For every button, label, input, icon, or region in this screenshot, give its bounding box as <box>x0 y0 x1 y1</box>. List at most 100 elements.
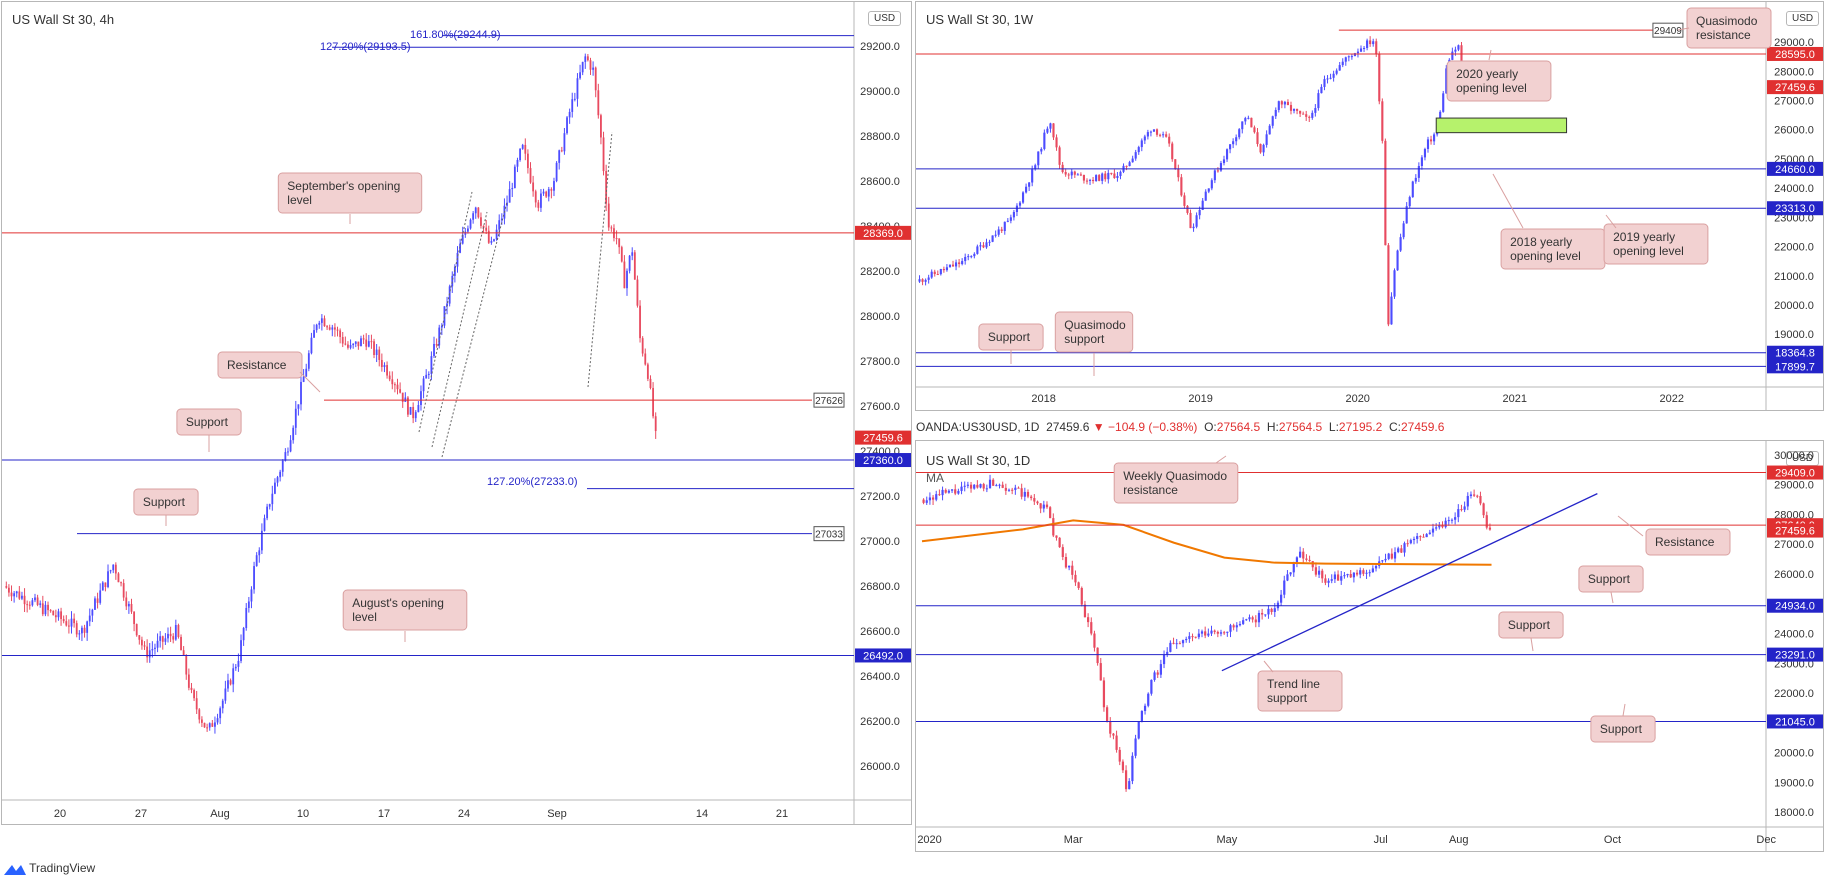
chart-panel-daily[interactable]: US Wall St 30, 1D MA USD 30000.0 29000.0 2… <box>915 440 1824 852</box>
candle-body <box>253 566 255 590</box>
chart-panel-h4[interactable]: US Wall St 30, 4h USD 29200.0 29000.0 2880… <box>1 1 912 825</box>
candle-body <box>1152 129 1156 132</box>
candle-body <box>1353 53 1356 57</box>
candle-body <box>151 649 154 651</box>
callout-box <box>1257 670 1343 712</box>
candle-body <box>180 636 182 651</box>
y-tick-label: 28800.0 <box>860 131 900 143</box>
candle-body <box>263 518 266 531</box>
candle-body <box>227 680 229 689</box>
candle-body <box>1042 504 1045 509</box>
candle-body <box>1323 79 1326 87</box>
candle-body <box>1197 633 1200 638</box>
candle-body <box>242 628 245 641</box>
candle-body <box>639 305 641 339</box>
callout-support-lower: Support <box>1590 715 1656 743</box>
candle-body <box>469 219 472 229</box>
candle-body <box>985 242 988 248</box>
candle-body <box>86 621 89 633</box>
candle-body <box>141 639 143 646</box>
y-tick-label: 27200.0 <box>860 491 900 503</box>
candle-body <box>7 587 10 593</box>
candle-body <box>526 153 529 169</box>
candle-body <box>360 338 362 347</box>
y-tick-label: 26200.0 <box>860 716 900 728</box>
candle-body <box>1454 49 1457 52</box>
candle-body <box>112 564 115 571</box>
candle-body <box>177 625 180 637</box>
candle-body <box>1428 532 1431 535</box>
candle-body <box>568 111 571 118</box>
callout-resistance: Resistance <box>217 351 303 379</box>
candle-body <box>193 689 195 699</box>
candle-body <box>939 269 942 275</box>
trend-line-support <box>1221 493 1598 672</box>
currency-button-h4[interactable]: USD <box>868 11 902 26</box>
candle-body <box>1014 487 1017 490</box>
chart-svg-h4[interactable]: 29200.029000.028800.028600.028400.028200… <box>2 2 911 824</box>
candle-body <box>208 723 211 728</box>
callout-pointer <box>1617 515 1644 537</box>
candle-body <box>451 275 454 287</box>
candle-body <box>592 67 595 70</box>
callout-pointer <box>1677 27 1690 31</box>
candle-body <box>67 625 70 627</box>
candle-body <box>1295 557 1299 562</box>
candle-body <box>1074 574 1077 583</box>
chart-panel-weekly[interactable]: US Wall St 30, 1W USD 29000.0 28000.0 2700… <box>915 1 1824 411</box>
candle-body <box>333 327 336 330</box>
candle-body <box>618 238 621 248</box>
candle-body <box>970 256 973 258</box>
price-tag <box>855 225 911 240</box>
line-tag-text: 29409 <box>1654 26 1682 37</box>
currency-button-weekly[interactable]: USD <box>1786 11 1820 26</box>
x-tick-label: 14 <box>696 808 708 820</box>
candle-body <box>65 621 68 626</box>
candle-body <box>928 497 932 501</box>
candle-body <box>1104 173 1107 180</box>
candle-body <box>422 378 425 392</box>
callout-text: Resistance <box>227 358 287 372</box>
candle-body <box>1235 137 1238 142</box>
candle-body <box>1095 175 1098 182</box>
candle-body <box>1225 149 1229 160</box>
currency-button-daily[interactable]: USD <box>1786 451 1820 466</box>
candle-body <box>83 627 86 633</box>
candle-body <box>991 235 994 242</box>
price-tag <box>1767 345 1823 360</box>
candle-body <box>375 349 378 355</box>
candle-body <box>521 144 524 149</box>
candle-body <box>500 218 503 221</box>
candle-body <box>1253 127 1256 133</box>
candle-body <box>99 590 102 603</box>
candle-body <box>1256 132 1259 145</box>
tradingview-logo[interactable]: TradingView <box>4 861 95 876</box>
callout-text: level <box>352 610 377 624</box>
candle-body <box>1283 101 1286 105</box>
callout-pointer <box>1263 660 1274 673</box>
candle-body <box>323 318 326 327</box>
candle-body <box>646 364 649 379</box>
candle-body <box>1113 173 1116 178</box>
candle-body <box>23 595 26 605</box>
candle-body <box>988 241 991 243</box>
ma-indicator-label[interactable]: MA <box>926 471 944 485</box>
chart-svg-daily[interactable]: 30000.029000.028000.027000.026000.025000… <box>916 441 1823 851</box>
candle-body <box>396 384 399 390</box>
chart-svg-weekly[interactable]: 29000.028000.027000.026000.025000.024000… <box>916 2 1823 410</box>
candle-body <box>1210 180 1213 189</box>
candle-body <box>924 279 927 282</box>
candle-body <box>440 325 443 328</box>
candle-body <box>1009 217 1012 221</box>
candle-body <box>326 326 329 328</box>
x-tick-label: 21 <box>776 808 788 820</box>
candle-body <box>1390 296 1393 325</box>
candle-body <box>1400 548 1403 553</box>
candle-body <box>1140 710 1144 722</box>
candle-body <box>1011 489 1014 491</box>
candle-body <box>563 133 566 152</box>
candle-body <box>146 646 149 658</box>
